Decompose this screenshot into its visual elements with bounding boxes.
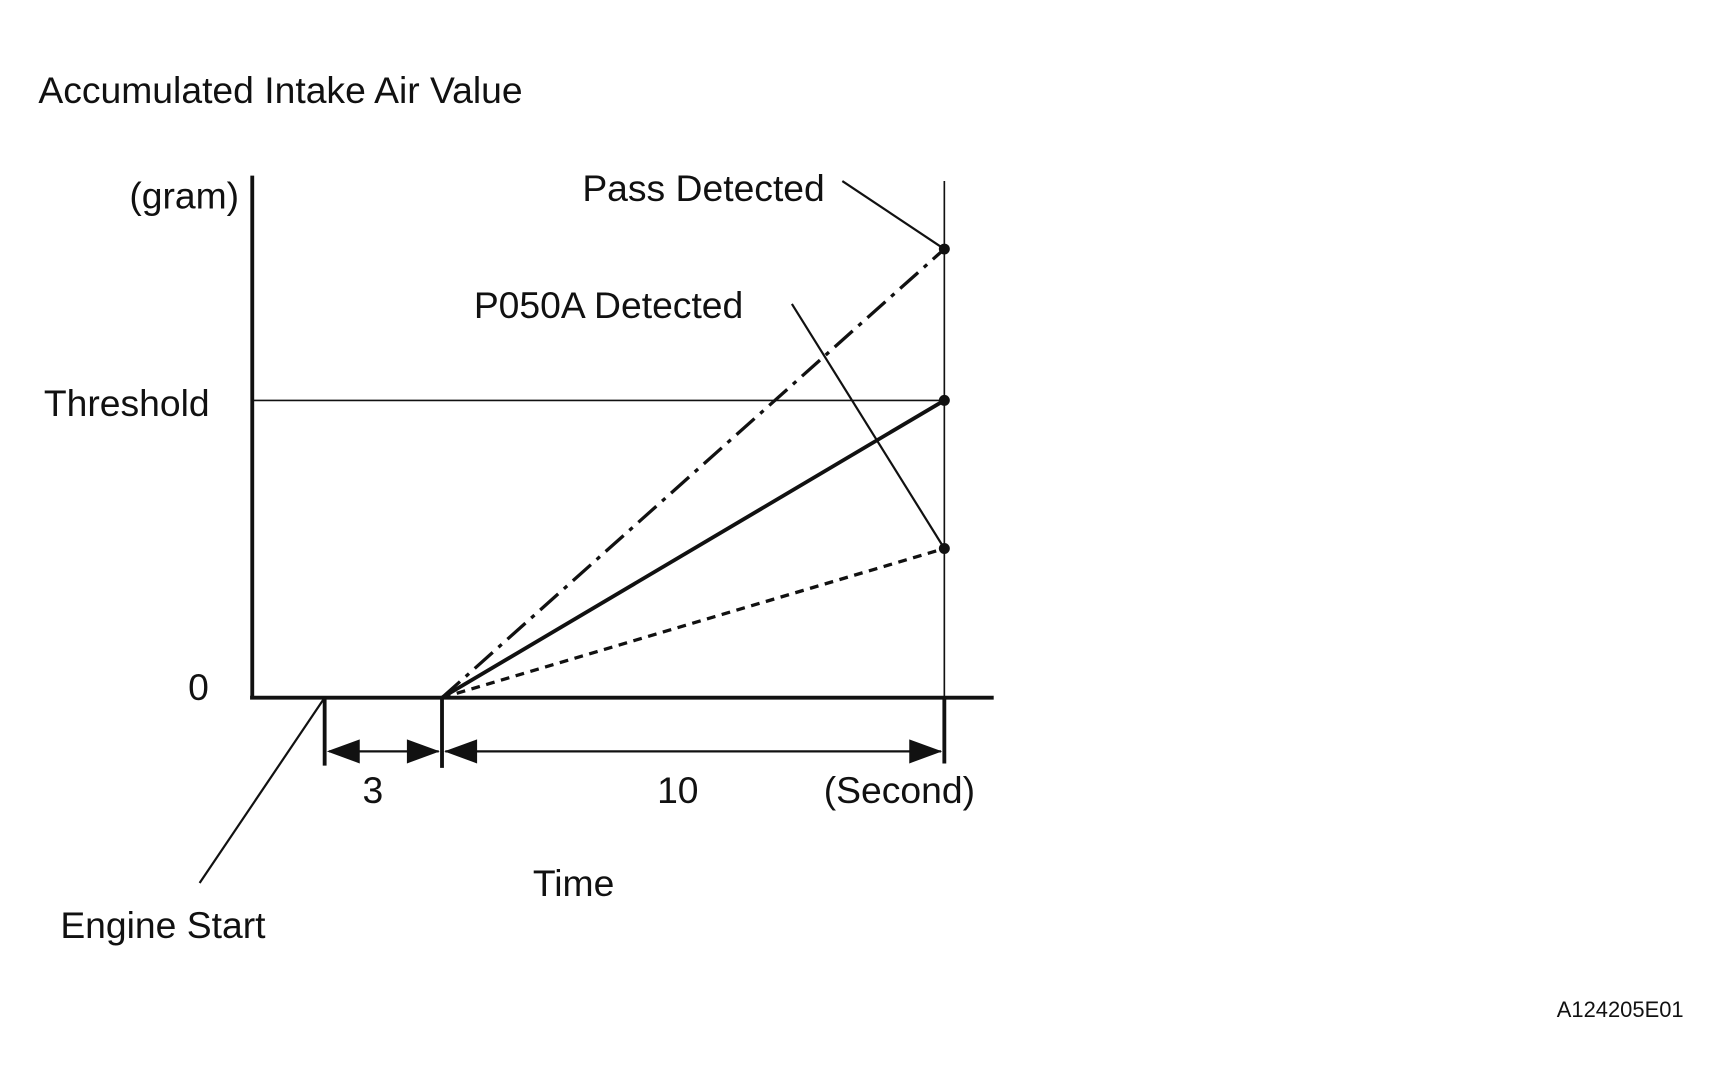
pass-label: Pass Detected — [582, 167, 824, 209]
leader — [790, 303, 946, 550]
point — [938, 394, 950, 406]
arrowhead — [406, 739, 440, 764]
zero-label: 0 — [188, 666, 209, 708]
leader — [198, 697, 326, 884]
arrowhead — [326, 739, 360, 764]
title: Accumulated Intake Air Value — [38, 69, 522, 111]
figure-code: A124205E01 — [1557, 997, 1684, 1022]
engine-start-label: Engine Start — [60, 904, 266, 946]
fail-trace — [441, 546, 945, 700]
x-unit: (Second) — [824, 769, 975, 811]
arrowhead — [444, 739, 478, 764]
pass-trace — [440, 247, 946, 699]
y-unit: (gram) — [129, 174, 239, 216]
interval-label: 3 — [363, 769, 384, 811]
x-axis-label: Time — [533, 862, 614, 904]
leader — [841, 180, 945, 250]
arrowhead — [909, 739, 943, 764]
threshold-label: Threshold — [44, 382, 210, 424]
threshold-trace — [441, 398, 946, 700]
interval-label: 10 — [657, 769, 698, 811]
fail-label: P050A Detected — [474, 284, 743, 326]
